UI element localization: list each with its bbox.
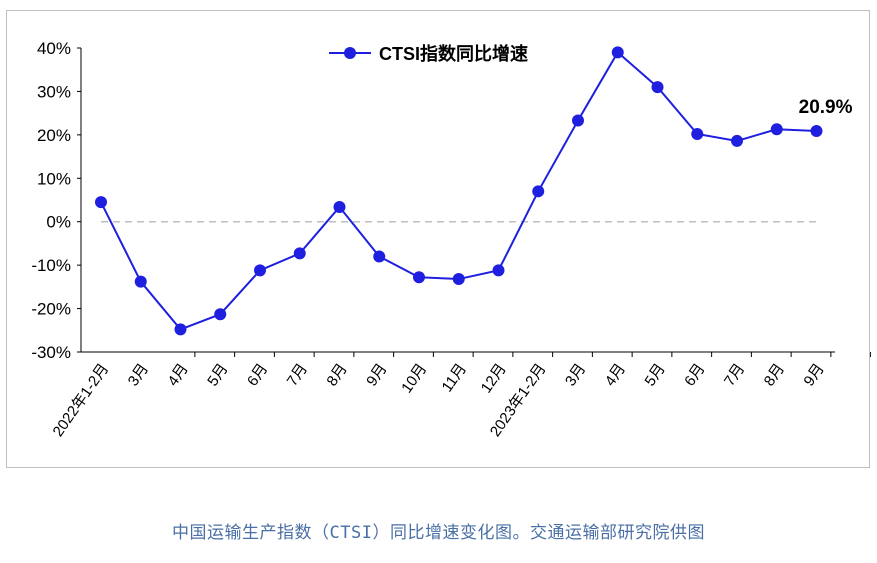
data-point bbox=[333, 200, 346, 213]
data-point bbox=[95, 196, 107, 209]
x-tick-label: 7月 bbox=[284, 361, 311, 390]
y-tick-label: -20% bbox=[31, 300, 71, 319]
y-tick-label: 10% bbox=[37, 169, 71, 188]
x-tick-label: 5月 bbox=[641, 361, 668, 390]
x-tick-label: 4月 bbox=[164, 361, 191, 390]
data-point bbox=[293, 247, 306, 260]
data-point bbox=[572, 114, 584, 127]
end-value-label: 20.9% bbox=[799, 97, 853, 118]
x-tick-label: 8月 bbox=[761, 361, 788, 390]
y-tick-label: 0% bbox=[46, 213, 71, 232]
data-point bbox=[691, 127, 704, 140]
data-point bbox=[134, 275, 147, 288]
data-point bbox=[413, 271, 425, 284]
data-point bbox=[532, 185, 545, 198]
series-line bbox=[100, 50, 817, 331]
data-point bbox=[810, 124, 823, 137]
x-tick-label: 6月 bbox=[681, 361, 708, 390]
x-tick-label: 3月 bbox=[562, 361, 589, 390]
x-tick-label: 4月 bbox=[602, 361, 629, 390]
x-tick-label: 8月 bbox=[323, 361, 350, 390]
data-point bbox=[452, 273, 465, 286]
y-tick-label: 40% bbox=[37, 39, 71, 58]
line-chart: 40% 30% 20% 10% 0% -10% -20% -30%2022年1-2月 3月 4月 5… bbox=[31, 39, 871, 440]
data-point bbox=[770, 123, 783, 136]
x-tick-label: 7月 bbox=[721, 361, 748, 390]
y-tick-label: -10% bbox=[31, 256, 71, 275]
data-point bbox=[174, 323, 187, 336]
x-tick-label: 5月 bbox=[204, 361, 231, 390]
data-point bbox=[373, 250, 386, 263]
legend-marker bbox=[344, 47, 356, 59]
x-tick-label: 10月 bbox=[398, 361, 430, 397]
figure-caption: 中国运输生产指数（CTSI）同比增速变化图。交通运输部研究院供图 bbox=[172, 523, 705, 543]
data-point bbox=[651, 81, 664, 94]
chart-frame: 40% 30% 20% 10% 0% -10% -20% -30% 2022年1-2月 3月 4月 5… bbox=[6, 10, 871, 468]
x-tick-label: 6月 bbox=[244, 361, 271, 390]
data-point bbox=[731, 134, 743, 147]
y-tick-label: 30% bbox=[37, 82, 71, 101]
data-point bbox=[611, 46, 624, 59]
data-point bbox=[492, 264, 505, 277]
x-tick-label: 12月 bbox=[478, 361, 510, 397]
x-tick-label: 9月 bbox=[800, 361, 827, 390]
data-point bbox=[214, 308, 227, 321]
x-tick-label: 11月 bbox=[439, 361, 470, 396]
data-point bbox=[254, 264, 266, 277]
x-tick-label: 9月 bbox=[363, 361, 390, 390]
y-tick-label: 20% bbox=[37, 126, 71, 145]
y-tick-label: -30% bbox=[31, 343, 71, 362]
legend-label: CTSI指数同比增速 bbox=[379, 43, 528, 64]
x-tick-label: 3月 bbox=[125, 361, 152, 390]
x-tick-label: 2022年1-2月 bbox=[50, 361, 113, 440]
